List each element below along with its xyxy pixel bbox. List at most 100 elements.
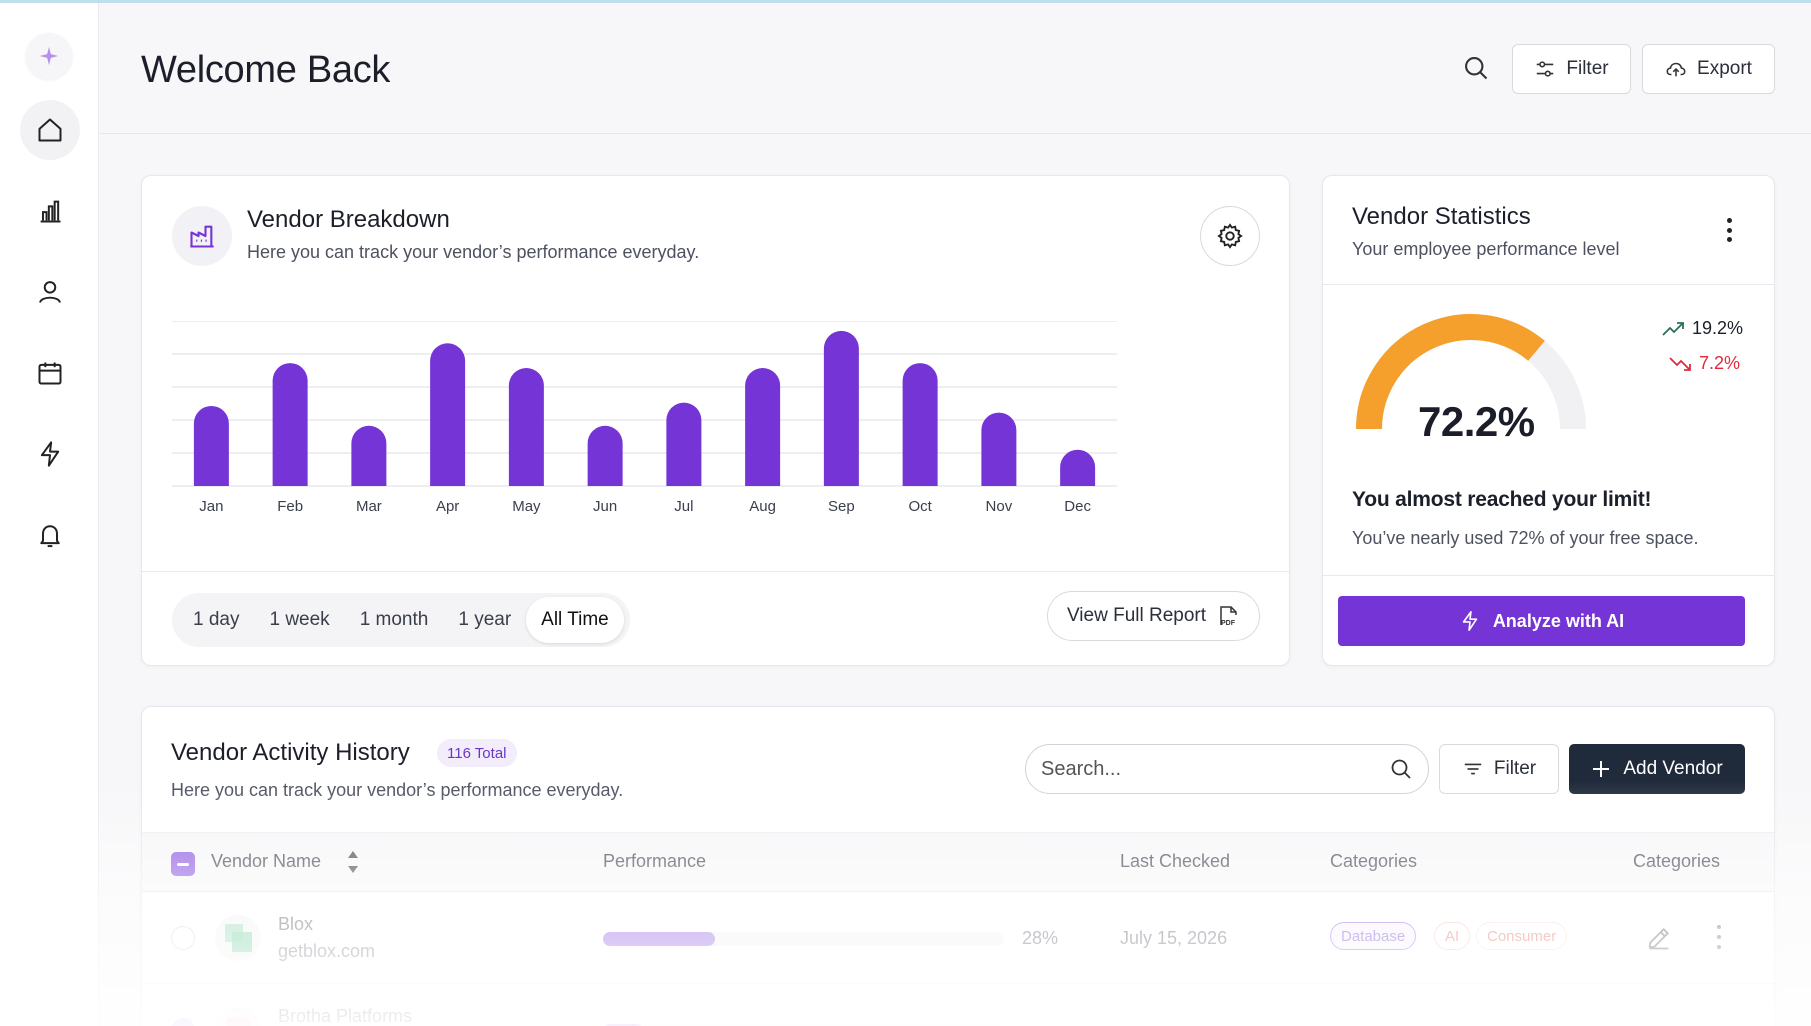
limit-subtitle: You’ve nearly used 72% of your free spac… — [1352, 528, 1699, 548]
blox-logo-icon — [225, 924, 252, 952]
chart-bar-feb[interactable] — [272, 363, 308, 486]
vendor-logo — [215, 915, 261, 961]
vendor-search-input[interactable] — [1041, 757, 1389, 781]
analyze-with-ai-button[interactable]: Analyze with AI — [1338, 596, 1745, 646]
chart-x-tick-label: Oct — [908, 498, 932, 515]
breakdown-settings-button[interactable] — [1200, 206, 1260, 266]
range-option-1-day[interactable]: 1 day — [193, 609, 240, 630]
column-header-last-checked[interactable]: Last Checked — [1120, 851, 1231, 871]
chart-bar-jan[interactable] — [193, 405, 229, 486]
chart-x-tick-label: Apr — [436, 498, 459, 515]
chart-bar-jul[interactable] — [666, 402, 702, 486]
activity-title: Vendor Activity History — [171, 739, 410, 766]
sparkle-icon — [39, 46, 59, 66]
chart-bar-jun[interactable] — [587, 425, 623, 486]
total-count-badge: 116 Total — [437, 739, 517, 767]
card-divider — [142, 571, 1289, 572]
activity-filter-label: Filter — [1493, 758, 1537, 779]
column-header-categories[interactable]: Categories — [1330, 851, 1418, 871]
activity-filter-button[interactable]: Filter — [1439, 744, 1559, 794]
vendor-statistics-title: Vendor Statistics — [1352, 203, 1531, 230]
column-header-vendor-name[interactable]: Vendor Name — [211, 851, 322, 871]
chart-x-tick-label: Feb — [277, 498, 303, 515]
chart-bar-dec[interactable] — [1060, 449, 1096, 486]
header-filter-button[interactable]: Filter — [1512, 44, 1631, 94]
performance-bar — [603, 932, 1003, 946]
chart-x-tick-label: Aug — [749, 498, 776, 515]
chart-x-tick-label: Mar — [356, 498, 382, 515]
header-search-button[interactable] — [1459, 51, 1493, 85]
chart-x-tick-label: Jul — [674, 498, 693, 515]
sidebar-item-analytics[interactable] — [20, 181, 80, 241]
category-tag-database: Database — [1330, 922, 1417, 950]
sidebar-item-home[interactable] — [20, 100, 80, 160]
view-full-report-button[interactable]: View Full Report PDF — [1047, 591, 1260, 641]
vendor-breakdown-subtitle: Here you can track your vendor’s perform… — [247, 242, 700, 262]
lightning-icon — [40, 441, 60, 467]
category-tag-ai: AI — [1434, 922, 1471, 950]
row-more-button[interactable] — [1714, 925, 1724, 949]
vendor-name: Blox — [278, 914, 314, 934]
brotha-logo-icon — [226, 1018, 250, 1026]
sliders-icon — [1537, 61, 1554, 77]
chart-bar-may[interactable] — [508, 368, 544, 486]
vendor-breakdown-badge — [172, 206, 232, 266]
chart-bar-mar[interactable] — [351, 425, 387, 486]
vendor-breakdown-card: Vendor Breakdown Here you can track your… — [141, 175, 1290, 666]
chart-bar-nov[interactable] — [981, 412, 1017, 486]
last-checked-date: July 15, 2026 — [1120, 928, 1228, 948]
edit-icon[interactable] — [1645, 924, 1673, 952]
select-all-checkbox[interactable] — [171, 852, 195, 876]
chart-x-tick-label: May — [512, 498, 541, 515]
chart-x-tick-label: Nov — [986, 498, 1013, 515]
header-filter-label: Filter — [1566, 58, 1609, 79]
performance-value: 28% — [1022, 928, 1059, 948]
svg-text:PDF: PDF — [1221, 620, 1236, 627]
app-logo[interactable] — [26, 33, 72, 79]
export-button[interactable]: Export — [1642, 44, 1775, 94]
table-row[interactable]: Blox getblox.com 28% July 15, 2026 Datab… — [142, 892, 1774, 984]
chart-x-tick-label: Jan — [199, 498, 223, 515]
user-icon — [39, 281, 61, 303]
chart-bar-oct[interactable] — [902, 363, 938, 486]
row-checkbox[interactable] — [171, 926, 195, 950]
trend-down-value: 7.2% — [1699, 353, 1741, 373]
factory-icon — [190, 225, 214, 248]
card-divider — [1323, 575, 1774, 576]
trend-up-value: 19.2% — [1692, 318, 1744, 338]
sidebar-item-automation[interactable] — [20, 424, 80, 484]
table-header: Vendor Name Performance Last Checked Cat… — [142, 832, 1774, 892]
vendor-statistics-card: Vendor Statistics Your employee performa… — [1322, 175, 1775, 666]
page-title: Welcome Back — [141, 49, 391, 91]
column-header-performance[interactable]: Performance — [603, 851, 707, 871]
sort-icon[interactable] — [346, 849, 360, 875]
sidebar-item-users[interactable] — [20, 262, 80, 322]
card-divider — [1323, 284, 1774, 285]
vendor-logo — [215, 1007, 261, 1026]
plus-icon — [1593, 761, 1610, 777]
range-option-1-year[interactable]: 1 year — [458, 609, 512, 630]
trend-down-icon — [1669, 356, 1691, 371]
chart-bar-sep[interactable] — [823, 330, 859, 486]
sidebar-item-calendar[interactable] — [20, 343, 80, 403]
statistics-more-button[interactable] — [1719, 214, 1739, 246]
bell-icon — [40, 525, 60, 548]
category-tag-consumer: Consumer — [1476, 922, 1568, 950]
vendor-breakdown-title: Vendor Breakdown — [247, 206, 450, 233]
row-checkbox[interactable] — [171, 1018, 195, 1026]
add-vendor-button[interactable]: Add Vendor — [1569, 744, 1745, 794]
range-option-1-week[interactable]: 1 week — [269, 609, 330, 630]
range-option-1-month[interactable]: 1 month — [359, 609, 429, 630]
column-header-categories-2[interactable]: Categories — [1633, 851, 1721, 871]
chart-bar-aug[interactable] — [745, 368, 781, 486]
chart-bar-apr[interactable] — [430, 343, 466, 486]
sidebar-item-notifications[interactable] — [20, 505, 80, 565]
vendor-search-field[interactable] — [1025, 744, 1429, 794]
vendor-domain: getblox.com — [278, 941, 376, 961]
range-option-all-time[interactable]: All Time — [526, 597, 624, 643]
view-full-report-label: View Full Report — [1066, 605, 1207, 626]
performance-gauge — [1356, 314, 1586, 430]
cloud-upload-icon — [1666, 62, 1686, 77]
limit-title: You almost reached your limit! — [1352, 488, 1652, 511]
table-row[interactable]: Brotha Platforms — [142, 984, 1774, 1026]
